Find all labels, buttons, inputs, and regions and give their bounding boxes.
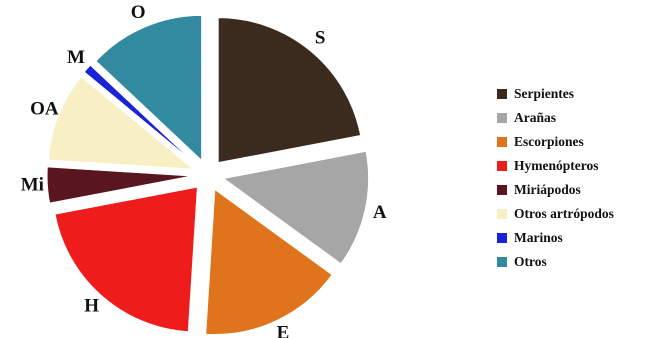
legend-item-hymenopteros: Hymenópteros <box>497 154 665 178</box>
slice-label-a: A <box>373 202 387 223</box>
legend-label: Escorpiones <box>514 134 584 149</box>
legend-label: Arañas <box>514 110 557 125</box>
pie-slice-oa <box>47 75 195 170</box>
legend-label: Otros <box>514 254 547 269</box>
pie-slice-s <box>217 17 362 164</box>
pie-slice-o <box>95 14 203 162</box>
pie-slice-h <box>54 186 198 333</box>
legend-item-serpientes: Serpientes <box>497 82 665 106</box>
legend-label: Marinos <box>514 230 563 245</box>
legend-label: Miriápodos <box>514 182 581 197</box>
legend-label: Hymenópteros <box>514 158 599 173</box>
legend-item-aranas: Arañas <box>497 106 665 130</box>
legend-label: Otros artrópodos <box>514 206 614 221</box>
slice-label-m: M <box>67 47 85 68</box>
legend-swatch <box>497 161 507 171</box>
slice-label-o: O <box>131 2 146 23</box>
slice-label-s: S <box>315 28 326 49</box>
legend-item-miriapodos: Miriápodos <box>497 178 665 202</box>
slice-label-mi: Mi <box>21 174 44 195</box>
pie-slice-m <box>83 64 197 165</box>
slice-label-e: E <box>277 323 290 338</box>
legend-item-otros: Otros <box>497 250 665 274</box>
slice-label-h: H <box>84 295 99 316</box>
legend-item-otros-artropodos: Otros artrópodos <box>497 202 665 226</box>
legend-label: Serpientes <box>514 86 574 101</box>
pie-slice-a <box>222 150 370 265</box>
legend-swatch <box>497 209 507 219</box>
legend-swatch <box>497 89 507 99</box>
legend-item-marinos: Marinos <box>497 226 665 250</box>
pie-slice-mi <box>46 166 193 204</box>
legend: Serpientes Arañas Escorpiones Hymenópter… <box>497 82 665 274</box>
legend-swatch <box>497 185 507 195</box>
legend-swatch <box>497 257 507 267</box>
slice-label-oa: OA <box>30 99 59 120</box>
legend-swatch <box>497 113 507 123</box>
legend-swatch <box>497 137 507 147</box>
legend-swatch <box>497 233 507 243</box>
pie-slice-e <box>205 188 333 335</box>
legend-item-escorpiones: Escorpiones <box>497 130 665 154</box>
